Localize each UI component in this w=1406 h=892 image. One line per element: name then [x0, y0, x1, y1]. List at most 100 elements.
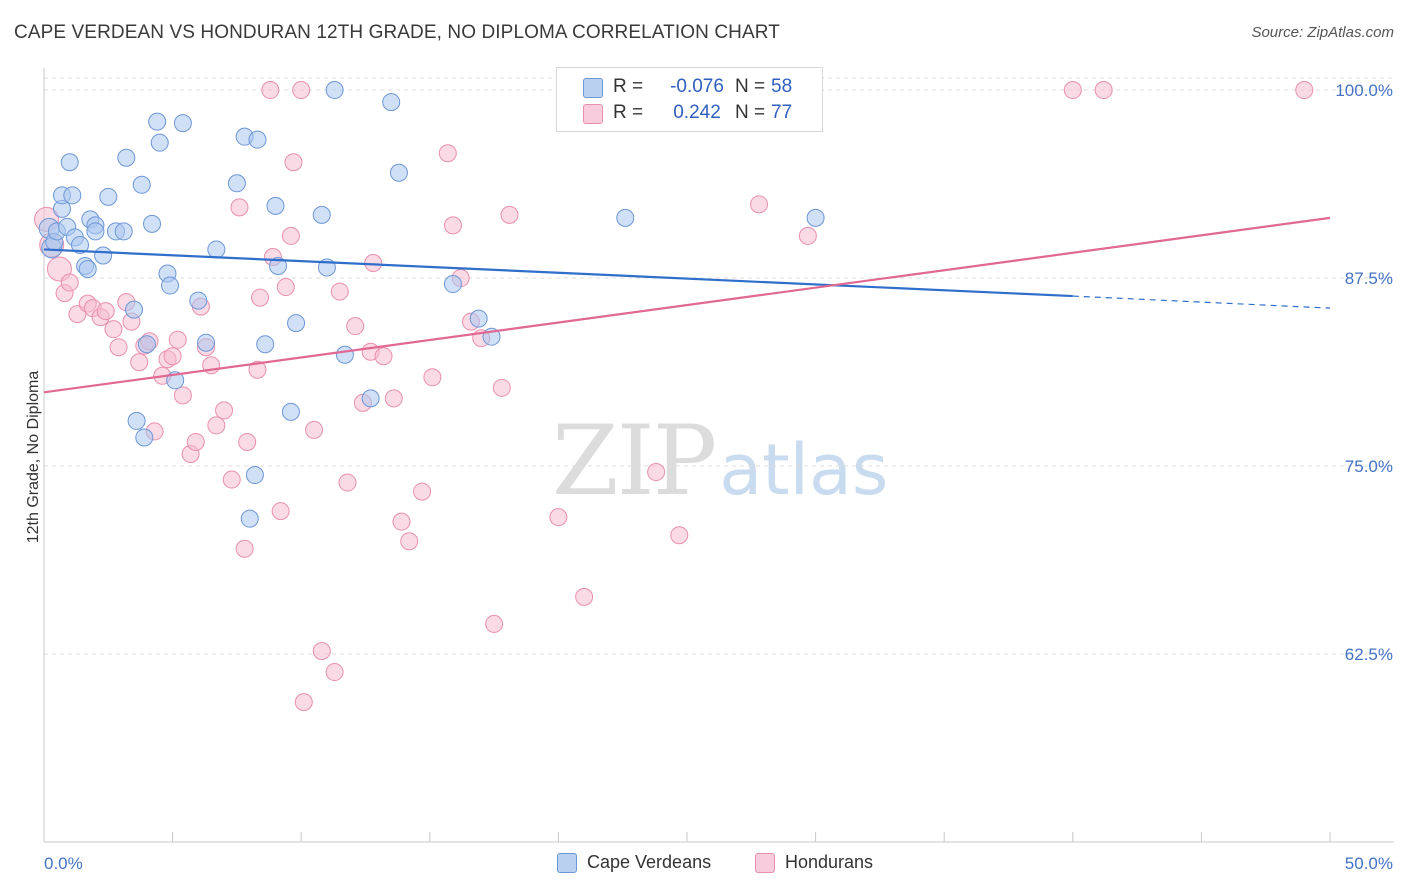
axes	[43, 68, 1394, 843]
watermark-atlas: atlas	[719, 429, 889, 511]
point-cape-verdean	[266, 196, 285, 215]
point-honduran	[96, 302, 115, 321]
y-tick-label: 87.5%	[1345, 269, 1393, 288]
point-honduran	[500, 205, 519, 224]
watermark: ZIPatlas	[552, 405, 888, 517]
point-cape-verdean	[806, 208, 825, 227]
point-honduran	[647, 463, 666, 482]
point-honduran	[423, 368, 442, 387]
point-cape-verdean	[135, 428, 154, 447]
point-cape-verdean	[78, 260, 97, 279]
point-cape-verdean	[616, 208, 635, 227]
point-cape-verdean	[361, 389, 380, 408]
correlation-legend: R = -0.076 N = 58 R = 0.242 N = 77	[556, 67, 823, 132]
point-honduran	[294, 693, 313, 712]
point-honduran	[798, 226, 817, 245]
point-cape-verdean	[132, 175, 151, 194]
point-cape-verdean	[269, 257, 288, 276]
point-honduran	[130, 353, 149, 372]
point-honduran	[292, 81, 311, 100]
legend-r-value: 0.242	[673, 102, 721, 123]
series-hondurans	[34, 81, 1314, 712]
point-honduran	[238, 432, 257, 451]
point-honduran	[60, 273, 79, 292]
point-cape-verdean	[127, 411, 146, 430]
x-tick-label: 50.0%	[1345, 854, 1393, 873]
legend-n-value: 77	[771, 102, 793, 123]
legend-n-label: N =	[735, 76, 766, 97]
y-tick-label: 100.0%	[1335, 81, 1393, 100]
point-cape-verdean	[469, 309, 488, 328]
point-cape-verdean	[148, 112, 167, 131]
point-cape-verdean	[137, 335, 156, 354]
point-cape-verdean	[245, 466, 264, 485]
point-honduran	[413, 482, 432, 501]
point-cape-verdean	[114, 222, 133, 241]
point-honduran	[338, 473, 357, 492]
point-honduran	[248, 360, 267, 379]
point-cape-verdean	[117, 148, 136, 167]
point-cape-verdean	[248, 130, 267, 149]
point-cape-verdean	[443, 275, 462, 294]
point-honduran	[186, 432, 205, 451]
series-cape-verdeans	[38, 81, 825, 528]
point-honduran	[364, 253, 383, 272]
legend-label-hondurans: Hondurans	[785, 852, 874, 872]
point-cape-verdean	[86, 222, 105, 241]
point-honduran	[173, 386, 192, 405]
point-cape-verdean	[325, 81, 344, 100]
point-honduran	[109, 338, 128, 357]
legend-r-value: -0.076	[670, 76, 724, 97]
point-honduran	[575, 587, 594, 606]
point-honduran	[271, 502, 290, 521]
point-honduran	[346, 317, 365, 336]
point-honduran	[305, 420, 324, 439]
point-honduran	[207, 416, 226, 435]
point-honduran	[281, 226, 300, 245]
watermark-zip: ZIP	[552, 405, 717, 517]
point-cape-verdean	[125, 300, 144, 319]
point-cape-verdean	[256, 335, 275, 354]
point-honduran	[392, 512, 411, 531]
point-honduran	[284, 153, 303, 172]
trend-lines	[43, 216, 1331, 394]
point-honduran	[1063, 81, 1082, 100]
point-honduran	[492, 378, 511, 397]
point-cape-verdean	[173, 114, 192, 133]
point-honduran	[163, 347, 182, 366]
legend-r-label: R =	[613, 102, 644, 123]
point-honduran	[312, 642, 331, 661]
point-honduran	[400, 532, 419, 551]
y-tick-label: 75.0%	[1345, 457, 1393, 476]
point-honduran	[485, 614, 504, 633]
point-cape-verdean	[240, 509, 259, 528]
point-cape-verdean	[207, 240, 226, 259]
point-cape-verdean	[287, 314, 306, 333]
point-honduran	[235, 539, 254, 558]
chart-title: CAPE VERDEAN VS HONDURAN 12TH GRADE, NO …	[14, 22, 780, 43]
trend-line-cape-verdeans-extension	[1072, 295, 1331, 309]
point-honduran	[750, 195, 769, 214]
grid-lines	[44, 77, 1394, 655]
point-honduran	[330, 282, 349, 301]
point-cape-verdean	[71, 235, 90, 254]
point-honduran	[104, 320, 123, 339]
point-cape-verdean	[227, 174, 246, 193]
point-honduran	[222, 470, 241, 489]
point-honduran	[1295, 81, 1314, 100]
trend-line-cape-verdeans	[43, 248, 1073, 298]
point-cape-verdean	[63, 186, 82, 205]
legend-label-cape-verdeans: Cape Verdeans	[587, 852, 712, 872]
point-cape-verdean	[150, 133, 169, 152]
tick-labels: 62.5% 75.0% 87.5% 100.0% 0.0% 50.0% 12th Grade…	[25, 81, 1393, 873]
point-honduran	[261, 81, 280, 100]
point-honduran	[374, 347, 393, 366]
point-honduran	[215, 401, 234, 420]
legend-swatch-pink	[755, 853, 775, 873]
point-cape-verdean	[281, 402, 300, 421]
legend-swatch-blue	[557, 853, 577, 873]
point-cape-verdean	[99, 187, 118, 206]
series-legend: Cape Verdeans Hondurans	[0, 851, 1406, 877]
point-honduran	[276, 278, 295, 297]
